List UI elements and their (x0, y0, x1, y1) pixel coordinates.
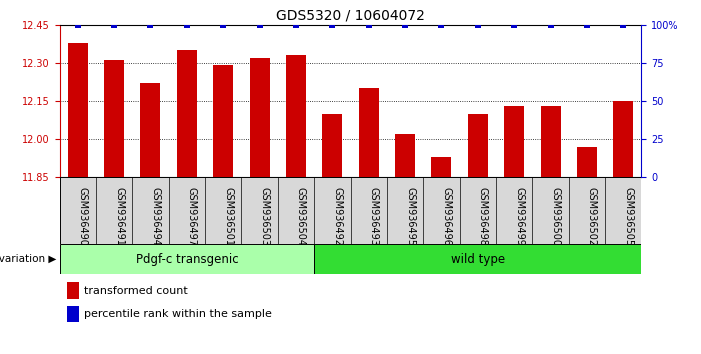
Bar (213, 65, 233, 177)
Point (72, 22, 83, 28)
Point (618, 22, 629, 28)
Text: GSM936500: GSM936500 (550, 187, 561, 246)
Bar (250, 58, 270, 177)
Bar (286, 55, 306, 177)
Text: genotype/variation ▶: genotype/variation ▶ (0, 254, 56, 264)
Text: GSM936502: GSM936502 (587, 187, 597, 246)
Bar (431, 157, 451, 177)
Point (217, 22, 229, 28)
Text: Pdgf-c transgenic: Pdgf-c transgenic (135, 253, 238, 266)
Text: GSM936493: GSM936493 (369, 187, 379, 246)
Text: GSM936495: GSM936495 (405, 187, 415, 246)
Text: transformed count: transformed count (84, 286, 188, 296)
Text: GSM936494: GSM936494 (151, 187, 161, 246)
Bar (468, 114, 488, 177)
Text: GSM936490: GSM936490 (78, 187, 88, 246)
Text: wild type: wild type (451, 253, 505, 266)
Point (254, 22, 265, 28)
Text: GSM936504: GSM936504 (296, 187, 306, 246)
Bar (613, 101, 633, 177)
Text: GSM936491: GSM936491 (114, 187, 124, 246)
Bar (314, 244, 641, 274)
Point (290, 22, 301, 28)
Bar (60, 244, 314, 274)
Point (109, 22, 120, 28)
Bar (504, 106, 524, 177)
Text: GSM936503: GSM936503 (259, 187, 270, 246)
Point (508, 22, 519, 28)
Point (327, 22, 338, 28)
Title: GDS5320 / 10604072: GDS5320 / 10604072 (276, 8, 425, 22)
Point (145, 22, 156, 28)
Text: GSM936499: GSM936499 (514, 187, 524, 246)
Point (363, 22, 374, 28)
Point (472, 22, 484, 28)
Text: GSM936498: GSM936498 (478, 187, 488, 246)
Text: GSM936492: GSM936492 (332, 187, 342, 246)
Bar (322, 114, 342, 177)
Bar (140, 83, 161, 177)
Text: percentile rank within the sample: percentile rank within the sample (84, 309, 272, 319)
Bar (68, 42, 88, 177)
Point (581, 22, 592, 28)
Bar (540, 106, 561, 177)
Point (545, 22, 556, 28)
Bar (395, 134, 415, 177)
Bar (67, 282, 79, 299)
Bar (577, 147, 597, 177)
Point (436, 22, 447, 28)
Text: GSM936501: GSM936501 (223, 187, 233, 246)
Text: GSM936496: GSM936496 (442, 187, 451, 246)
Text: GSM936505: GSM936505 (623, 187, 633, 246)
Point (182, 22, 193, 28)
Bar (359, 88, 379, 177)
Point (400, 22, 411, 28)
Bar (67, 306, 79, 322)
Bar (104, 60, 124, 177)
Bar (177, 50, 197, 177)
Text: GSM936497: GSM936497 (187, 187, 197, 246)
